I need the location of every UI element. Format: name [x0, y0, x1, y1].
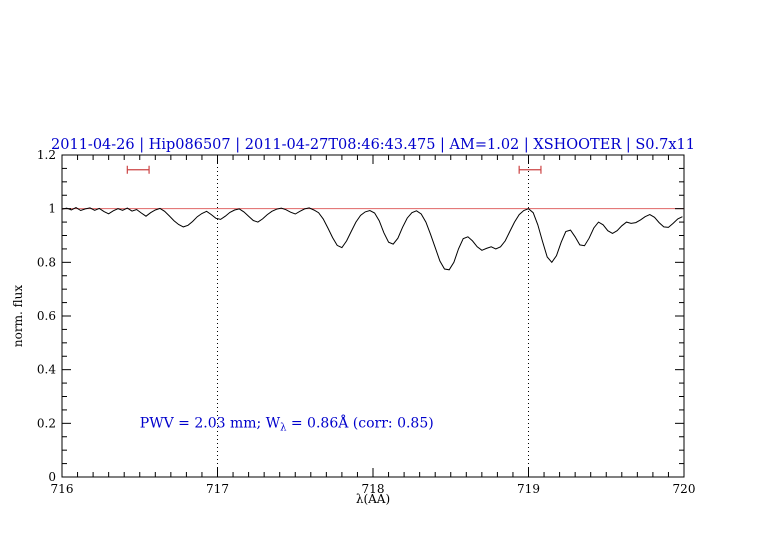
x-tick-label: 717 — [206, 482, 229, 496]
spectrum-line — [61, 207, 683, 271]
y-tick-label: 0 — [48, 470, 56, 484]
y-tick-label: 0.4 — [37, 363, 56, 377]
range-marker — [126, 165, 150, 174]
pwv-annotation-suffix: = 0.86Å (corr: 0.85) — [286, 413, 433, 431]
spectrum-layer — [61, 207, 683, 271]
grid-layer — [217, 155, 529, 477]
pwv-annotation: PWV = 2.03 mm; Wλ = 0.86Å (corr: 0.85) — [140, 413, 434, 433]
tick-label-layer: 716 717 718 719 720 0 0.2 0.4 0.6 0.8 1 1.2 — [37, 148, 696, 496]
x-tick-label: 716 — [51, 482, 74, 496]
tick-layer — [61, 154, 685, 478]
plot-title: 2011-04-26 | Hip086507 | 2011-04-27T08:4… — [51, 137, 695, 153]
y-tick-label: 1.2 — [37, 148, 56, 162]
y-axis-label: norm. flux — [11, 285, 25, 347]
marker-layer — [126, 165, 542, 174]
y-tick-label: 0.8 — [37, 255, 56, 269]
pwv-annotation-subscript: λ — [280, 422, 287, 433]
y-tick-label: 1 — [48, 202, 56, 216]
y-tick-label: 0.2 — [37, 416, 56, 430]
y-tick-label: 0.6 — [37, 309, 56, 323]
x-tick-label: 719 — [517, 482, 540, 496]
x-axis-label: λ(AA) — [356, 492, 390, 506]
x-tick-label: 718 — [362, 482, 385, 496]
pwv-annotation-prefix: PWV = 2.03 mm; W — [140, 415, 281, 431]
range-marker — [518, 165, 542, 174]
x-tick-label: 720 — [673, 482, 696, 496]
